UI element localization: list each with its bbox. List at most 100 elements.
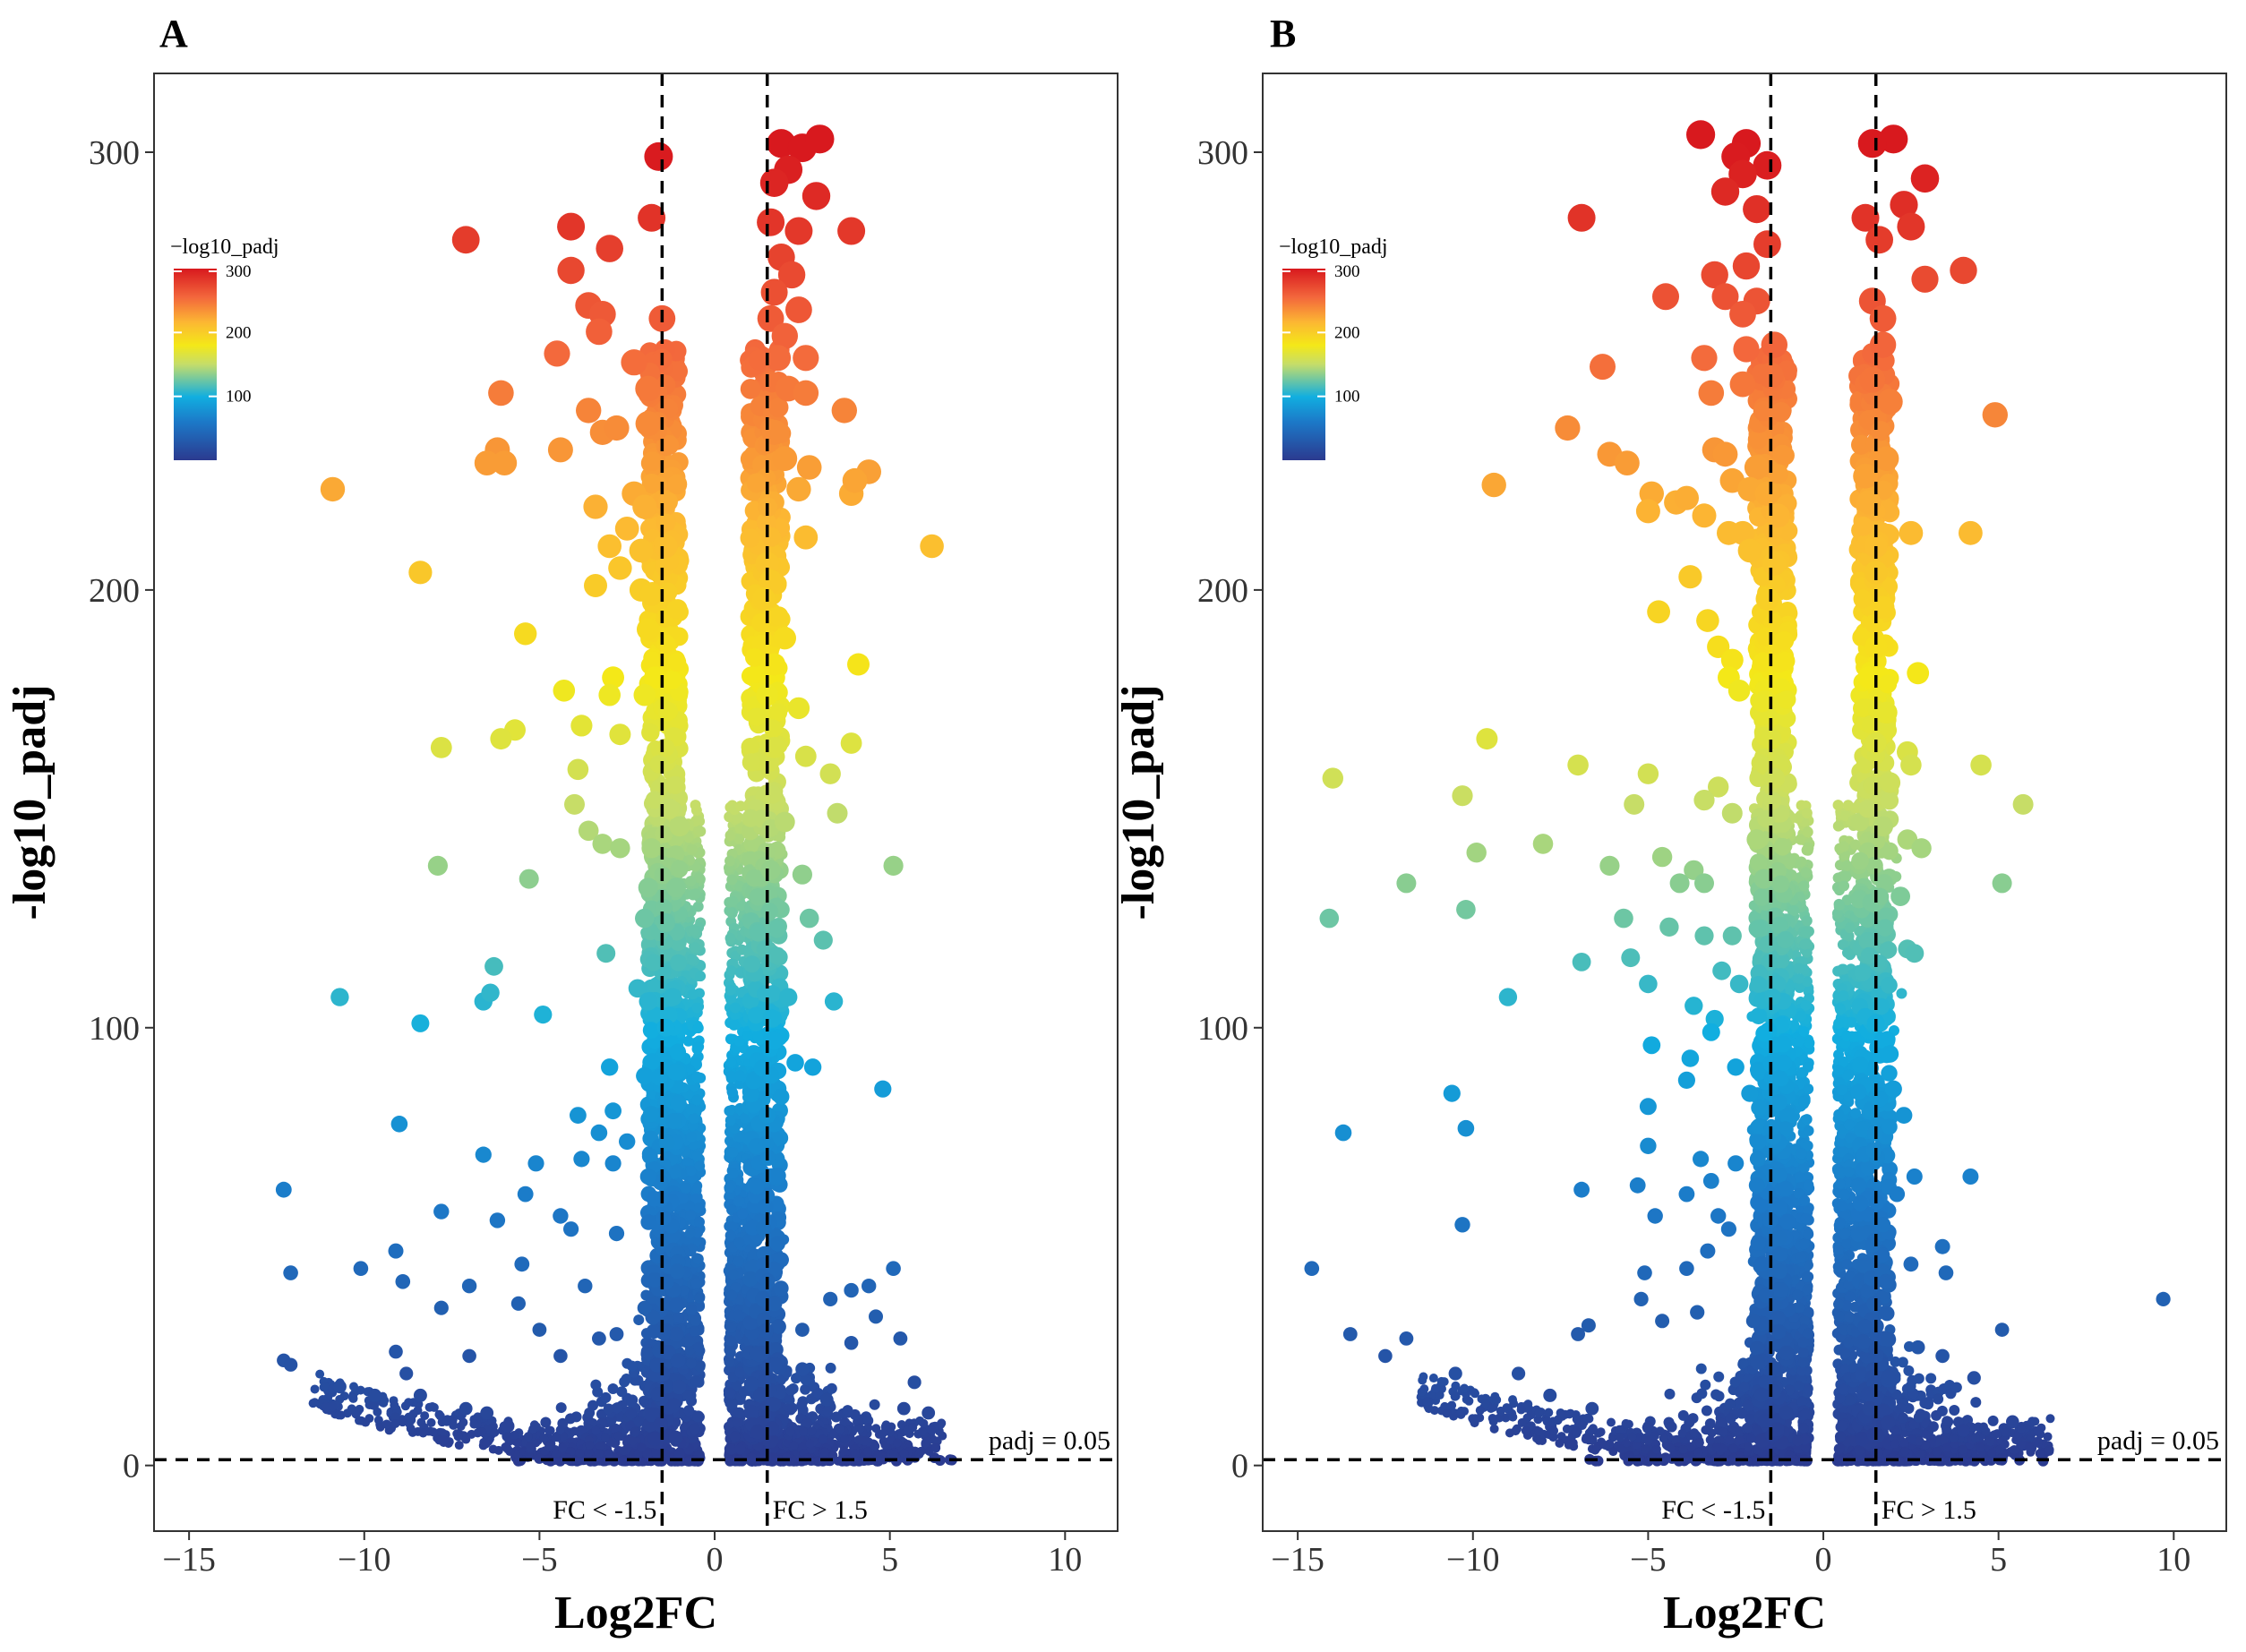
x-tick-label: 0 [707, 1541, 724, 1579]
scatter-point-bg [626, 1397, 637, 1408]
scatter-point-bg [651, 1069, 667, 1085]
scatter-point-bg [1713, 1372, 1724, 1382]
scatter-point [414, 1389, 427, 1402]
scatter-point [795, 1322, 810, 1337]
scatter-point-bg [690, 942, 700, 953]
scatter-point [802, 182, 830, 210]
scatter-point [922, 1407, 935, 1420]
scatter-point-bg [629, 1436, 638, 1445]
scatter-point [584, 574, 607, 597]
scatter-point-bg [642, 451, 662, 471]
scatter-point [570, 715, 592, 736]
scatter-point-bg [469, 1420, 478, 1429]
scatter-point-bg [409, 1409, 418, 1418]
scatter-point-bg [917, 1447, 926, 1456]
scatter-point-bg [785, 1385, 796, 1396]
scatter-point [608, 556, 631, 579]
scatter-point-bg [769, 606, 788, 625]
scatter-point [333, 1380, 347, 1393]
x-tick-label: −15 [162, 1541, 215, 1579]
scatter-point [636, 1067, 653, 1084]
scatter-point-bg [694, 1293, 705, 1304]
scatter-point-bg [666, 600, 685, 619]
y-tick-label: 200 [89, 572, 140, 610]
scatter-point-bg [840, 1434, 849, 1443]
scatter-point [462, 1349, 476, 1364]
scatter-point-bg [748, 1007, 765, 1024]
scatter-point [785, 296, 812, 323]
scatter-point-bg [321, 1402, 330, 1411]
x-tick-label: −10 [338, 1541, 390, 1579]
scatter-point-bg [617, 1457, 626, 1466]
scatter-point [553, 1208, 568, 1223]
scatter-point-bg [820, 1448, 829, 1457]
scatter-point [639, 992, 657, 1010]
scatter-point-bg [558, 1443, 567, 1452]
scatter-point-bg [429, 1427, 438, 1436]
scatter-point-bg [686, 844, 697, 855]
scatter-point [428, 856, 448, 876]
scatter-point [760, 168, 789, 197]
scatter-point [843, 468, 868, 493]
scatter-point-bg [570, 1426, 579, 1435]
scatter-point-bg [656, 739, 674, 757]
scatter-point [920, 535, 944, 559]
scatter-point-bg [604, 1403, 614, 1414]
scatter-point-bg [430, 1403, 439, 1412]
scatter-point [490, 1212, 505, 1228]
scatter-point [408, 561, 432, 584]
scatter-point [518, 1186, 534, 1203]
scatter-point-bg [734, 1237, 745, 1248]
scatter-point-bg [693, 1254, 704, 1264]
scatter-point [490, 728, 511, 749]
scatter-point [820, 764, 841, 784]
scatter-point-bg [727, 1086, 738, 1097]
scatter-point-bg [436, 1411, 445, 1420]
scatter-point-bg [695, 826, 706, 836]
scatter-point-bg [742, 753, 760, 771]
scatter-point [774, 627, 796, 649]
scatter-point-bg [767, 1296, 782, 1311]
scatter-point-bg [524, 1432, 533, 1441]
scatter-point-bg [674, 1448, 685, 1459]
scatter-point-bg [724, 1183, 734, 1194]
scatter-point [615, 517, 639, 541]
scatter-point [433, 1203, 449, 1219]
scatter-point-bg [644, 1053, 660, 1069]
scatter-point [640, 583, 664, 606]
scatter-point [597, 535, 622, 559]
scatter-point [847, 654, 870, 676]
scatter-point-bg [746, 1453, 757, 1464]
scatter-point-bg [596, 1442, 604, 1451]
scatter-point-bg [666, 1398, 681, 1412]
scatter-point-bg [656, 513, 675, 533]
scatter-point-bg [725, 1230, 736, 1241]
scatter-point [568, 759, 589, 781]
scatter-point [481, 984, 499, 1002]
scatter-point-bg [856, 1424, 865, 1433]
scatter-point-bg [590, 1380, 601, 1391]
scatter-point-bg [311, 1384, 320, 1393]
scatter-point [492, 450, 517, 475]
scatter-point-bg [390, 1400, 399, 1409]
scatter-point-bg [799, 1427, 808, 1436]
scatter-point [644, 142, 673, 171]
scatter-point [431, 737, 452, 758]
scatter-point-bg [726, 965, 737, 976]
scatter-point-bg [726, 1290, 737, 1301]
padj-label: padj = 0.05 [989, 1425, 1110, 1455]
scatter-point-bg [745, 869, 763, 887]
scatter-point-bg [725, 1057, 736, 1067]
scatter-point [576, 398, 601, 423]
legend-title: −log10_padj [170, 235, 279, 259]
scatter-point-bg [900, 1449, 909, 1458]
scatter-point [654, 535, 678, 559]
scatter-point [832, 398, 857, 423]
scatter-point [761, 278, 788, 305]
scatter-point-bg [455, 1441, 464, 1450]
scatter-point [800, 909, 819, 929]
point-cloud [1417, 342, 2055, 1466]
scatter-point [757, 209, 784, 236]
scatter-point [399, 1366, 413, 1380]
scatter-point [841, 732, 862, 754]
